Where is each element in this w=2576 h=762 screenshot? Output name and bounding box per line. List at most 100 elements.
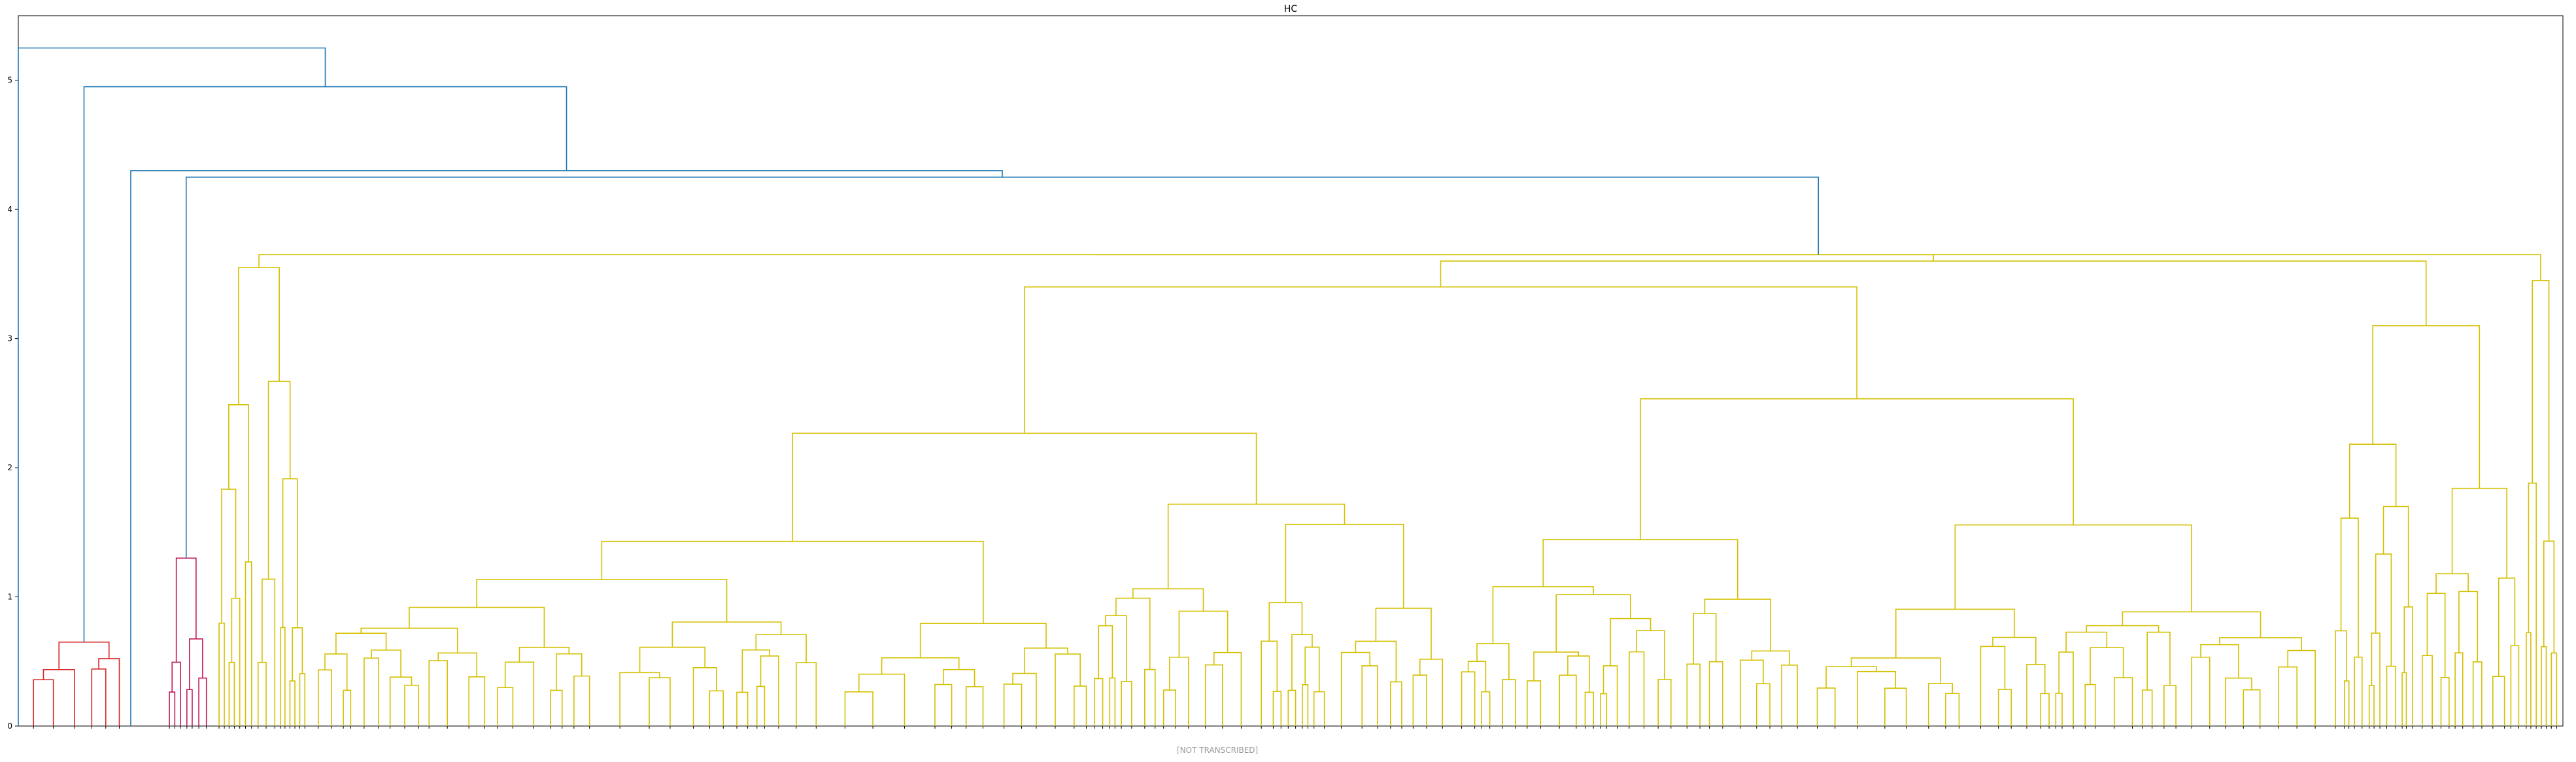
dendrogram-link [130, 170, 1003, 726]
dendrogram-link [2026, 664, 2046, 726]
dendrogram-link [692, 667, 717, 726]
dendrogram-link [550, 689, 563, 726]
dendrogram-link [1204, 664, 1223, 726]
dendrogram-link [2122, 611, 2262, 638]
dendrogram-link [468, 676, 486, 726]
dendrogram-link [736, 691, 749, 726]
dendrogram-link [792, 432, 1257, 542]
dendrogram-link [282, 478, 298, 628]
dendrogram-link [2090, 647, 2124, 685]
dendrogram-link [1997, 689, 2012, 726]
dendrogram-link [1954, 524, 2192, 612]
dendrogram-link [1261, 640, 1278, 726]
dendrogram-link [556, 653, 583, 691]
dendrogram-link [1109, 677, 1116, 726]
dendrogram-link [83, 86, 568, 642]
dendrogram-link [1144, 668, 1156, 726]
dendrogram-link [292, 627, 303, 682]
dendrogram-link [476, 579, 728, 622]
dendrogram-link [2492, 676, 2505, 726]
dendrogram-link [2403, 606, 2413, 726]
dendrogram-link [942, 668, 975, 687]
dendrogram-link [18, 47, 326, 726]
dendrogram-link [1302, 684, 1309, 726]
dendrogram-link [858, 673, 906, 726]
dendrogram-link [2065, 631, 2108, 652]
dendrogram-link [1542, 539, 1738, 600]
dendrogram-link [186, 689, 193, 726]
dendrogram-link [389, 676, 413, 726]
dendrogram-link [1825, 666, 1877, 688]
dendrogram-link [258, 254, 1934, 268]
dendrogram-link [2141, 689, 2153, 726]
dendrogram-link [1980, 646, 2006, 726]
dendrogram-link [1419, 659, 1444, 726]
dendrogram-link [2440, 677, 2450, 726]
dendrogram-link [1461, 671, 1476, 726]
dendrogram-link [1816, 687, 1836, 726]
dendrogram-link [267, 381, 291, 580]
dendrogram-link [1055, 653, 1081, 726]
dendrogram-link [1739, 659, 1764, 726]
dendrogram-link [671, 621, 782, 648]
dendrogram-link [2084, 684, 2096, 726]
dendrogram-link [335, 632, 387, 654]
dendrogram-link [364, 657, 379, 726]
dendrogram-link [238, 267, 280, 405]
dendrogram-link [504, 661, 535, 726]
dendrogram-link [228, 661, 235, 726]
dendrogram-link [2200, 644, 2239, 678]
dendrogram-link [2551, 652, 2558, 726]
dendrogram-link [1693, 613, 1717, 665]
dendrogram-link [1340, 651, 1370, 726]
dendrogram-link [1610, 617, 1652, 666]
dendrogram-link [185, 177, 1820, 559]
dendrogram-link [1584, 691, 1594, 726]
dendrogram-link [1657, 678, 1672, 726]
dendrogram-link [2472, 661, 2483, 726]
dendrogram-link [2454, 652, 2464, 726]
dendrogram-link [518, 646, 570, 663]
y-tick-label: 1 [7, 593, 12, 602]
dendrogram-link [649, 677, 671, 726]
dendrogram-link [299, 673, 306, 726]
dendrogram-link [98, 658, 120, 726]
dendrogram-link [318, 669, 332, 726]
dendrogram-links [18, 47, 2558, 726]
leaf-ticks [33, 726, 2557, 729]
dendrogram-link [1178, 610, 1229, 657]
dendrogram-link [1945, 693, 1960, 726]
dendrogram-link [171, 661, 181, 726]
dendrogram-link [2435, 573, 2469, 594]
dendrogram-link [409, 606, 545, 648]
dendrogram-link [1502, 679, 1516, 726]
dendrogram-link [2498, 577, 2516, 677]
dendrogram-link [2541, 646, 2547, 726]
dendrogram-link [1012, 672, 1037, 726]
dendrogram-link [756, 685, 766, 726]
dendrogram-link [91, 668, 107, 726]
dendrogram-link [2086, 625, 2160, 632]
dendrogram-link [709, 690, 724, 726]
dendrogram-link [2532, 279, 2550, 542]
dendrogram-link [1756, 683, 1771, 726]
dendrogram-link [1636, 630, 1665, 680]
dendrogram-link [2340, 517, 2359, 657]
dendrogram-link [1640, 398, 2074, 540]
dendrogram-link [881, 657, 960, 674]
dendrogram-link [934, 684, 953, 726]
dendrogram-link [1559, 674, 1577, 726]
y-tick-label: 2 [7, 463, 12, 472]
dendrogram-link [1440, 260, 2427, 326]
dendrogram-link [1492, 586, 1594, 644]
dendrogram-link [1527, 680, 1542, 726]
dendrogram-link [2526, 632, 2532, 726]
dendrogram-link [639, 646, 705, 673]
dendrogram-link [2113, 677, 2133, 726]
dendrogram-link [1704, 598, 1771, 651]
dendrogram-link [1884, 687, 1907, 726]
y-tick-label: 3 [7, 334, 12, 343]
dendrogram-link [1686, 663, 1701, 726]
y-axis: 0 1 2 3 4 5 [7, 76, 18, 731]
dendrogram-link [1169, 656, 1189, 726]
